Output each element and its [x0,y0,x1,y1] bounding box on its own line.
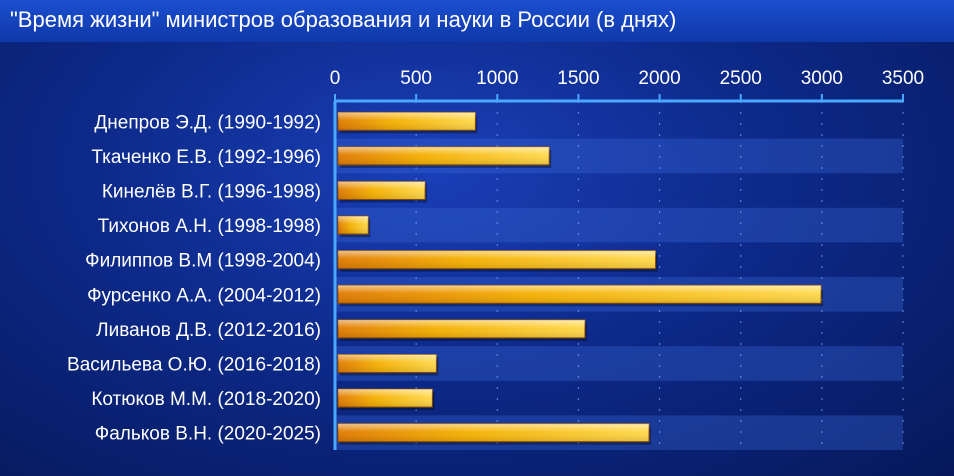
x-tick-labels: 0 500 1000 1500 2000 2500 3000 3500 [330,68,924,89]
category-label: Днепров Э.Д. (1990-1992) [94,112,321,133]
category-label: Ливанов Д.В. (2012-2016) [96,320,321,341]
bar [338,112,477,133]
x-tick-label: 2500 [720,68,762,89]
category-label: Тихонов А.Н. (1998-1998) [98,216,321,237]
x-tick-label: 500 [400,68,432,89]
x-tick-label: 1500 [557,68,599,89]
bar [338,147,551,168]
bar [338,182,427,203]
x-tick-label: 3500 [882,68,924,89]
category-label: Фальков В.Н. (2020-2025) [95,424,321,445]
bar [338,285,823,306]
category-labels: Днепров Э.Д. (1990-1992) Ткаченко Е.В. (1… [67,112,321,444]
bar [338,424,651,445]
bar [338,320,587,341]
bar [338,389,434,410]
category-label: Васильева О.Ю. (2016-2018) [67,355,321,376]
bar [338,216,370,237]
bar [338,355,438,376]
category-label: Ткаченко Е.В. (1992-1996) [91,147,321,168]
category-label: Фурсенко А.А. (2004-2012) [87,285,321,306]
x-tick-label: 3000 [801,68,843,89]
category-label: Филиппов В.М (1998-2004) [85,251,321,272]
row-band [335,208,903,243]
bar [338,251,658,272]
x-tick-label: 2000 [638,68,680,89]
category-label: Котюков М.М. (2018-2020) [91,389,321,410]
category-label: Кинелёв В.Г. (1996-1998) [102,182,321,203]
x-tick-label: 0 [330,68,341,89]
x-tick-label: 1000 [476,68,518,89]
